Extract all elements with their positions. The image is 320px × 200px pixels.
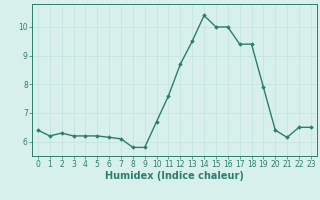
X-axis label: Humidex (Indice chaleur): Humidex (Indice chaleur) [105,171,244,181]
